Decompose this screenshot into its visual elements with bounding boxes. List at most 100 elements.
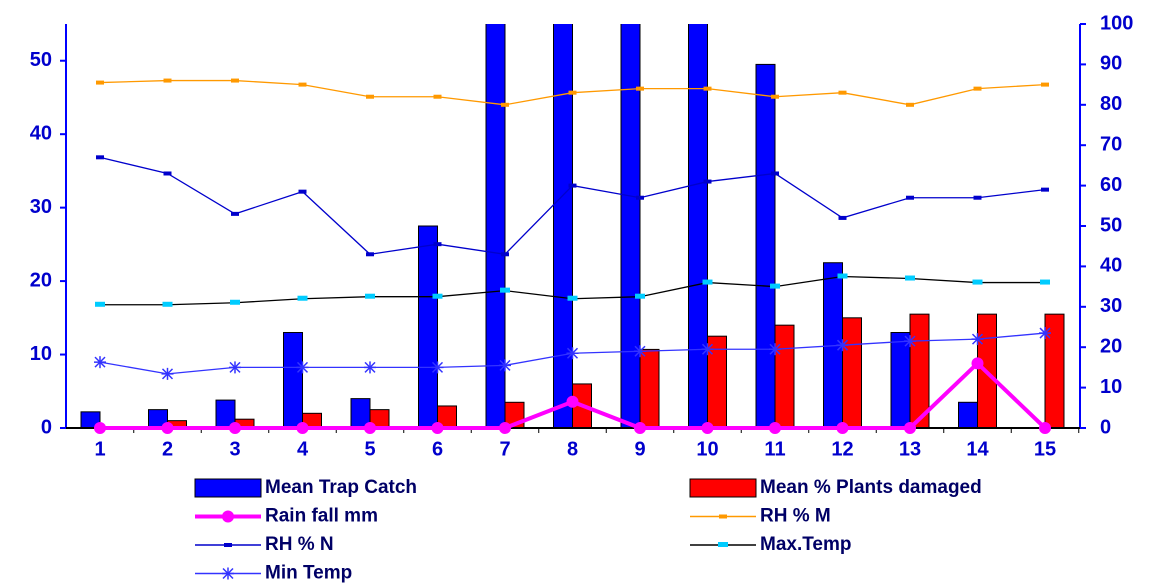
y2-tick-label: 0 xyxy=(1100,416,1111,438)
x-tick-label: 11 xyxy=(764,438,785,460)
point xyxy=(566,347,579,360)
point xyxy=(94,422,106,434)
point xyxy=(701,343,714,356)
point xyxy=(222,567,234,580)
point xyxy=(1039,422,1051,434)
point xyxy=(634,422,646,434)
point xyxy=(162,301,173,307)
point xyxy=(566,395,579,408)
point xyxy=(1039,327,1051,340)
bar xyxy=(283,332,303,429)
star-stroke xyxy=(296,361,309,373)
legend-label: Max.Temp xyxy=(760,534,852,555)
legend-label: Rain fall mm xyxy=(265,506,378,527)
y2-tick-label: 80 xyxy=(1100,93,1122,115)
star-stroke xyxy=(161,368,174,380)
star-stroke xyxy=(566,347,579,359)
legend-swatch xyxy=(689,478,757,498)
point xyxy=(635,293,645,299)
star-stroke xyxy=(1039,327,1051,339)
y2-tick-label: 40 xyxy=(1100,255,1122,277)
point xyxy=(568,90,577,95)
point xyxy=(499,422,511,434)
y-tick-label: 0 xyxy=(41,416,52,438)
x-tick-label: 5 xyxy=(364,438,375,460)
point xyxy=(229,422,241,434)
bar xyxy=(890,332,911,429)
legend-swatch xyxy=(194,478,262,498)
point xyxy=(771,94,779,99)
point xyxy=(163,171,172,176)
y-tick-label: 30 xyxy=(30,196,52,218)
point xyxy=(229,361,241,374)
point xyxy=(163,78,172,83)
star-stroke xyxy=(94,356,106,368)
point xyxy=(636,195,644,200)
bar xyxy=(688,24,708,429)
point xyxy=(838,215,847,220)
point xyxy=(366,252,374,257)
point xyxy=(701,422,714,434)
point xyxy=(222,510,234,523)
point xyxy=(161,367,174,380)
point xyxy=(297,295,308,301)
y2-tick-label: 100 xyxy=(1100,12,1133,34)
star-stroke xyxy=(222,567,234,580)
x-tick-label: 12 xyxy=(831,438,853,460)
point xyxy=(702,279,713,285)
point xyxy=(96,80,104,85)
point xyxy=(433,94,442,99)
point xyxy=(161,422,174,434)
x-tick-label: 2 xyxy=(162,438,173,460)
point xyxy=(703,86,712,91)
x-tick-label: 9 xyxy=(634,438,645,460)
point xyxy=(769,343,781,356)
point xyxy=(973,195,982,200)
point xyxy=(1041,82,1049,87)
y2-tick-label: 50 xyxy=(1100,214,1122,236)
point xyxy=(365,293,375,299)
point xyxy=(836,422,849,434)
star-stroke xyxy=(904,335,916,347)
point xyxy=(905,275,915,281)
y2-tick-label: 10 xyxy=(1100,376,1122,398)
legend-label: Mean % Plants damaged xyxy=(760,477,982,498)
point xyxy=(298,82,307,87)
point xyxy=(904,422,916,434)
star-stroke xyxy=(634,345,646,357)
star-stroke xyxy=(769,343,781,355)
point xyxy=(836,339,849,352)
bar xyxy=(620,24,641,429)
x-tick-label: 15 xyxy=(1034,438,1056,460)
x-tick-label: 3 xyxy=(229,438,240,460)
point xyxy=(432,293,443,299)
star-stroke xyxy=(836,339,849,351)
star-stroke xyxy=(229,361,241,373)
point xyxy=(366,94,374,99)
point xyxy=(501,252,509,257)
y2-tick-label: 70 xyxy=(1100,133,1122,155)
x-tick-label: 1 xyxy=(94,438,105,460)
point xyxy=(636,86,644,91)
bar xyxy=(842,317,862,429)
point xyxy=(95,301,105,307)
point xyxy=(296,361,309,374)
x-tick-label: 6 xyxy=(432,438,443,460)
point xyxy=(703,179,712,184)
y2-tick-label: 30 xyxy=(1100,295,1122,317)
y2-tick-label: 60 xyxy=(1100,174,1122,196)
star-stroke xyxy=(701,343,714,355)
point xyxy=(298,189,307,194)
point xyxy=(971,333,984,346)
point xyxy=(94,356,106,369)
bar xyxy=(485,24,506,429)
point xyxy=(771,171,779,176)
bar xyxy=(553,24,573,429)
bar xyxy=(639,348,660,429)
point xyxy=(1040,279,1050,285)
point xyxy=(718,542,728,547)
star-stroke xyxy=(971,333,984,345)
point xyxy=(296,422,309,434)
x-tick-label: 4 xyxy=(297,438,309,460)
legend-label: Mean Trap Catch xyxy=(265,477,417,498)
